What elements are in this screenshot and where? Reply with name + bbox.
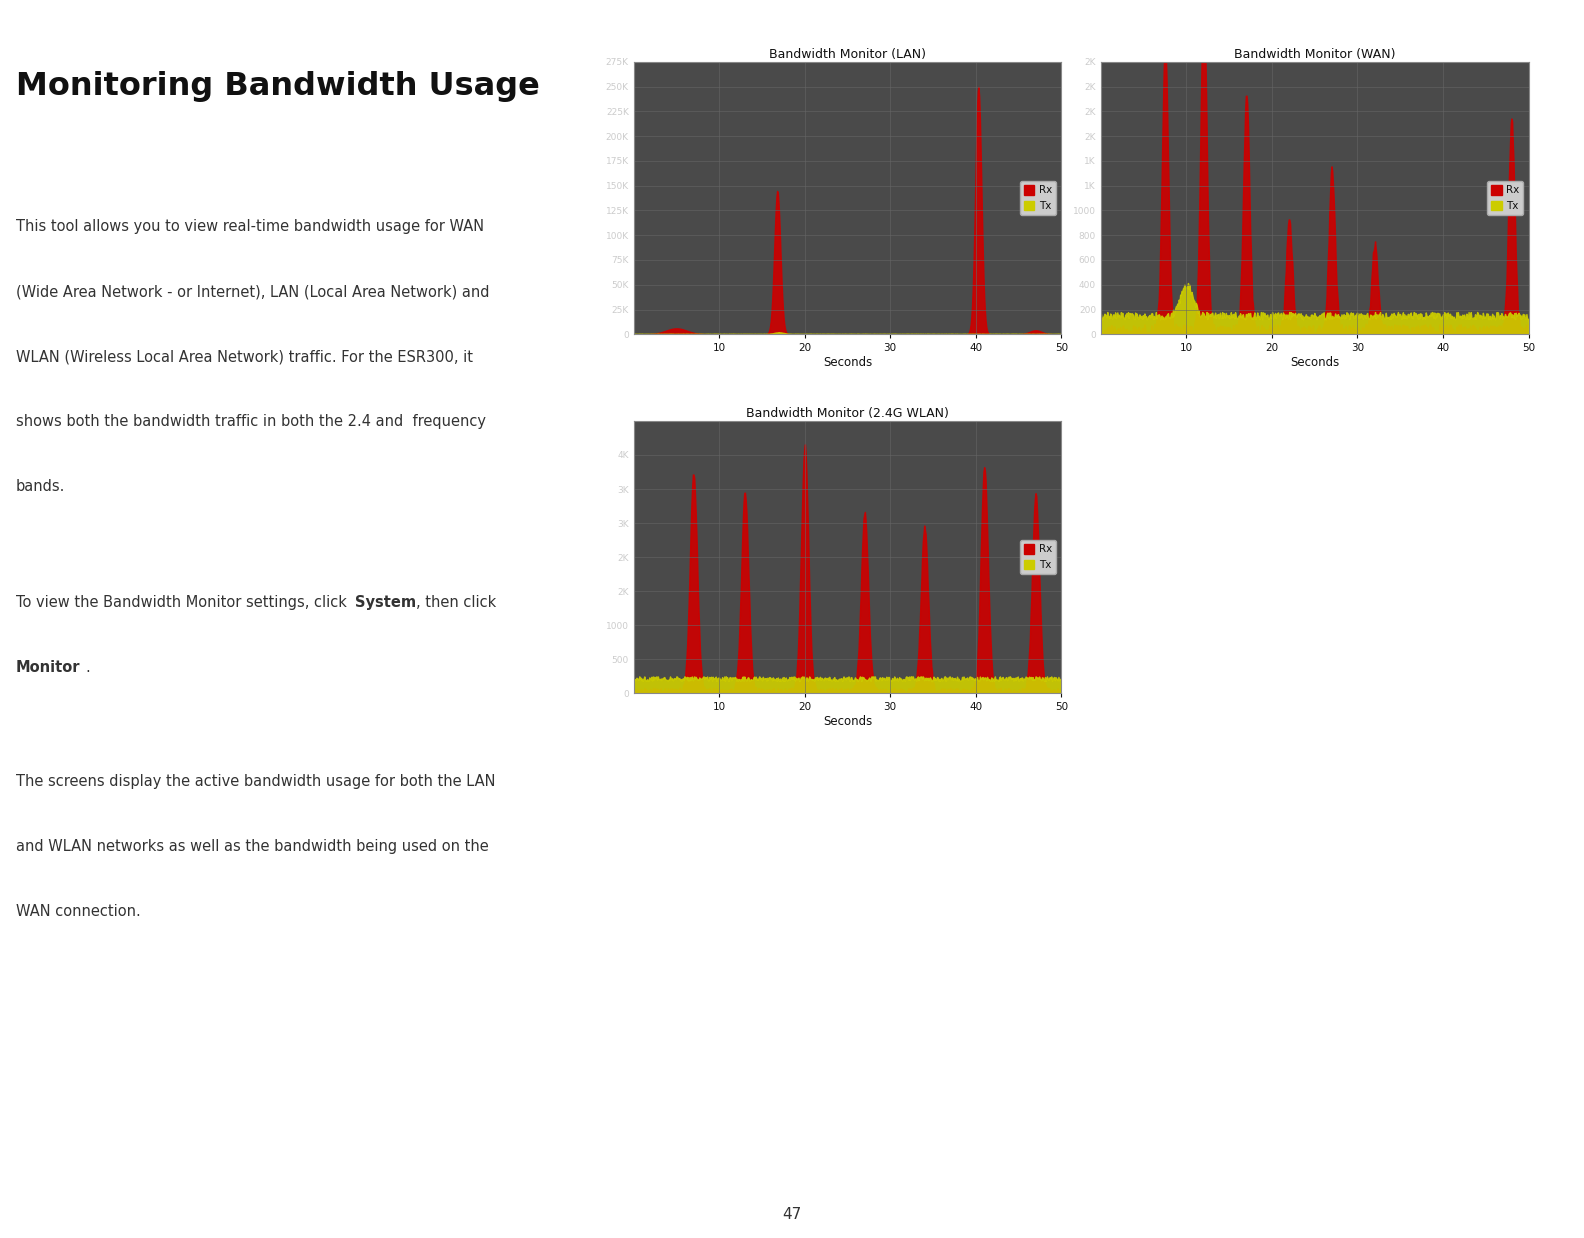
Text: The screens display the active bandwidth usage for both the LAN: The screens display the active bandwidth… xyxy=(16,774,496,789)
Legend: Rx, Tx: Rx, Tx xyxy=(1487,181,1524,215)
Text: and WLAN networks as well as the bandwidth being used on the: and WLAN networks as well as the bandwid… xyxy=(16,839,488,854)
Text: WLAN (Wireless Local Area Network) traffic. For the ESR300, it: WLAN (Wireless Local Area Network) traff… xyxy=(16,349,474,364)
X-axis label: Seconds: Seconds xyxy=(822,357,873,369)
Text: To view the Bandwidth Monitor settings, click: To view the Bandwidth Monitor settings, … xyxy=(16,595,352,610)
Legend: Rx, Tx: Rx, Tx xyxy=(1020,540,1057,574)
X-axis label: Seconds: Seconds xyxy=(1289,357,1340,369)
Text: Monitoring Bandwidth Usage: Monitoring Bandwidth Usage xyxy=(16,72,540,103)
Text: bands.: bands. xyxy=(16,479,65,494)
Title: Bandwidth Monitor (2.4G WLAN): Bandwidth Monitor (2.4G WLAN) xyxy=(746,407,949,420)
Text: (Wide Area Network - or Internet), LAN (Local Area Network) and: (Wide Area Network - or Internet), LAN (… xyxy=(16,285,489,300)
Text: shows both the bandwidth traffic in both the 2.4 and  frequency: shows both the bandwidth traffic in both… xyxy=(16,415,486,430)
Text: , then click: , then click xyxy=(415,595,496,610)
Text: WAN connection.: WAN connection. xyxy=(16,904,141,919)
Legend: Rx, Tx: Rx, Tx xyxy=(1020,181,1057,215)
Text: This tool allows you to view real-time bandwidth usage for WAN: This tool allows you to view real-time b… xyxy=(16,219,485,234)
Title: Bandwidth Monitor (WAN): Bandwidth Monitor (WAN) xyxy=(1234,48,1396,61)
Text: Monitor: Monitor xyxy=(16,660,81,675)
Text: 47: 47 xyxy=(782,1207,802,1222)
X-axis label: Seconds: Seconds xyxy=(822,716,873,728)
Title: Bandwidth Monitor (LAN): Bandwidth Monitor (LAN) xyxy=(768,48,927,61)
Text: System: System xyxy=(355,595,415,610)
Text: .: . xyxy=(86,660,90,675)
